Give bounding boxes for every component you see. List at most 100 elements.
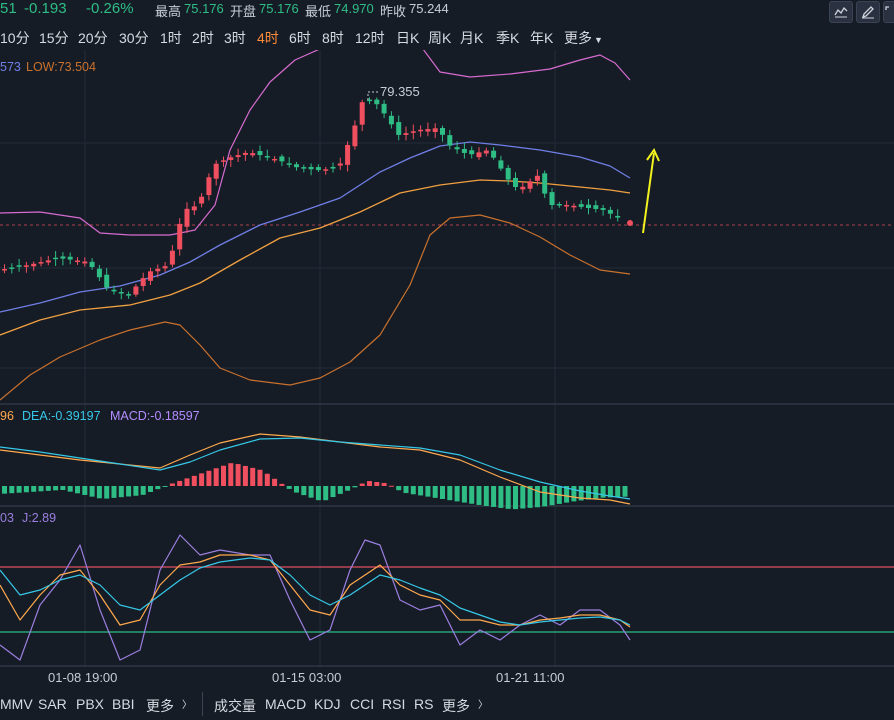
timeframe-14[interactable]: 季K — [496, 30, 520, 46]
macd-histogram-bar — [140, 486, 146, 495]
macd-histogram-bar — [505, 486, 511, 509]
macd-histogram-bar — [199, 473, 205, 486]
macd-histogram-bar — [2, 486, 7, 494]
macd-dea-label: DEA:-0.39197 — [22, 409, 101, 423]
candle-body — [16, 265, 22, 267]
timeframe-7[interactable]: 4时 — [257, 30, 279, 46]
fullscreen-icon[interactable] — [883, 1, 894, 23]
price-chart[interactable]: 79.355 573 LOW:73.504 96 DEA:-0.39197 MACD:-0… — [0, 50, 894, 688]
timeframe-3[interactable]: 30分 — [119, 30, 149, 46]
timeframe-11[interactable]: 日K — [396, 30, 420, 46]
timeframe-5[interactable]: 2时 — [192, 30, 214, 46]
kdj-k-line — [0, 554, 631, 628]
candle-body — [425, 129, 431, 132]
macd-histogram-bar — [374, 482, 380, 486]
macd-histogram-bar — [578, 486, 584, 501]
timeframe-13[interactable]: 月K — [460, 30, 484, 46]
indicator-divider — [202, 692, 203, 716]
macd-histogram-bar — [111, 486, 117, 498]
macd-histogram-bar — [53, 486, 59, 491]
kdj-j-label: J:2.89 — [22, 511, 56, 525]
candle-body — [498, 160, 504, 169]
candle-body — [9, 267, 15, 269]
candle-body — [155, 268, 161, 272]
macd-histogram-bar — [308, 486, 314, 498]
macd-dea-line — [0, 437, 631, 500]
candle-body — [593, 205, 599, 209]
bollinger-upper-line — [0, 50, 631, 236]
macd-histogram-bar — [104, 486, 110, 499]
timeframe-6[interactable]: 3时 — [224, 30, 246, 46]
sub-indicator-3[interactable]: CCI — [350, 696, 375, 712]
macd-histogram-bar — [345, 486, 351, 491]
candle-body — [476, 152, 482, 158]
chevron-down-icon: ▼ — [594, 35, 603, 45]
macd-histogram-bar — [367, 481, 372, 486]
up-arrow-icon — [642, 152, 655, 234]
candle-body — [578, 204, 584, 207]
sub-indicator-2[interactable]: KDJ — [314, 696, 341, 712]
sub-indicator-5[interactable]: RS — [414, 696, 434, 712]
macd-histogram-bar — [315, 486, 321, 501]
macd-histogram-bar — [418, 486, 424, 496]
timeframe-4[interactable]: 1时 — [160, 30, 182, 46]
timeframe-0[interactable]: 10分 — [0, 30, 30, 46]
main-indicator-bbi[interactable]: BBI — [112, 696, 135, 712]
indicator-icon[interactable] — [829, 1, 853, 23]
indicator-bar: MMV SAR PBX BBI 更多〉 成交量 MACD KDJ CCI RSI RS 更多〉 — [0, 688, 894, 720]
main-indicator-sar[interactable]: SAR — [38, 696, 67, 712]
main-more-button[interactable]: 更多〉 — [146, 698, 192, 714]
candle-body — [111, 289, 117, 292]
timeframe-more-label: 更多 — [564, 30, 592, 46]
draw-pen-icon[interactable] — [856, 1, 880, 23]
macd-histogram-bar — [294, 486, 299, 493]
sub-more-button[interactable]: 更多〉 — [442, 698, 488, 714]
timeframe-more-button[interactable]: 更多 ▼ — [564, 28, 603, 48]
timeframe-10[interactable]: 12时 — [355, 30, 385, 46]
candle-body — [615, 216, 621, 218]
macd-histogram-bar — [330, 486, 336, 498]
candle-body — [199, 196, 205, 204]
macd-histogram-bar — [148, 486, 153, 492]
last-price-dot — [627, 220, 633, 226]
timeframe-2[interactable]: 20分 — [78, 30, 108, 46]
main-indicator-mmv[interactable]: MMV — [0, 696, 33, 712]
candle-body — [483, 150, 489, 154]
price-change: -0.193 — [24, 0, 67, 17]
macd-dif-label: 96 — [0, 409, 14, 423]
timeframe-bar: 10分 15分 20分 30分 1时 2时 3时 4时 6时 8时 12时 日K 周K 月K 季K 年K 更多 ▼ — [0, 24, 894, 50]
candle-body — [359, 102, 365, 125]
candle-body — [323, 169, 329, 171]
candle-body — [60, 256, 66, 259]
sub-indicator-4[interactable]: RSI — [382, 696, 406, 712]
sub-indicator-0[interactable]: 成交量 — [214, 698, 256, 714]
macd-histogram-bar — [571, 486, 577, 502]
macd-histogram-bar — [534, 486, 540, 508]
macd-histogram-bar — [242, 465, 248, 486]
candle-body — [447, 135, 453, 146]
macd-histogram-bar — [440, 486, 445, 499]
macd-histogram-bar — [16, 486, 22, 493]
candle-body — [221, 160, 226, 162]
candle-body — [330, 166, 336, 169]
macd-histogram-bar — [279, 483, 285, 486]
macd-histogram-bar — [622, 486, 628, 497]
boll-mid-label: 573 — [0, 60, 21, 74]
macd-histogram-bar — [527, 486, 533, 508]
timeframe-15[interactable]: 年K — [530, 30, 554, 46]
kdj-k-label: 03 — [0, 511, 14, 525]
timeframe-12[interactable]: 周K — [428, 30, 452, 46]
macd-histogram-bar — [45, 486, 51, 491]
candle-body — [542, 173, 548, 194]
candle-body — [250, 153, 256, 156]
main-indicator-pbx[interactable]: PBX — [76, 696, 105, 712]
timeframe-9[interactable]: 8时 — [322, 30, 344, 46]
timeframe-1[interactable]: 15分 — [39, 30, 69, 46]
macd-histogram-bar — [403, 486, 409, 494]
kdj-d-line — [0, 557, 631, 626]
sub-indicator-1[interactable]: MACD — [265, 696, 307, 712]
macd-histogram-bar — [615, 486, 621, 498]
macd-histogram-bar — [286, 486, 292, 489]
macd-histogram-bar — [469, 486, 475, 504]
timeframe-8[interactable]: 6时 — [289, 30, 311, 46]
